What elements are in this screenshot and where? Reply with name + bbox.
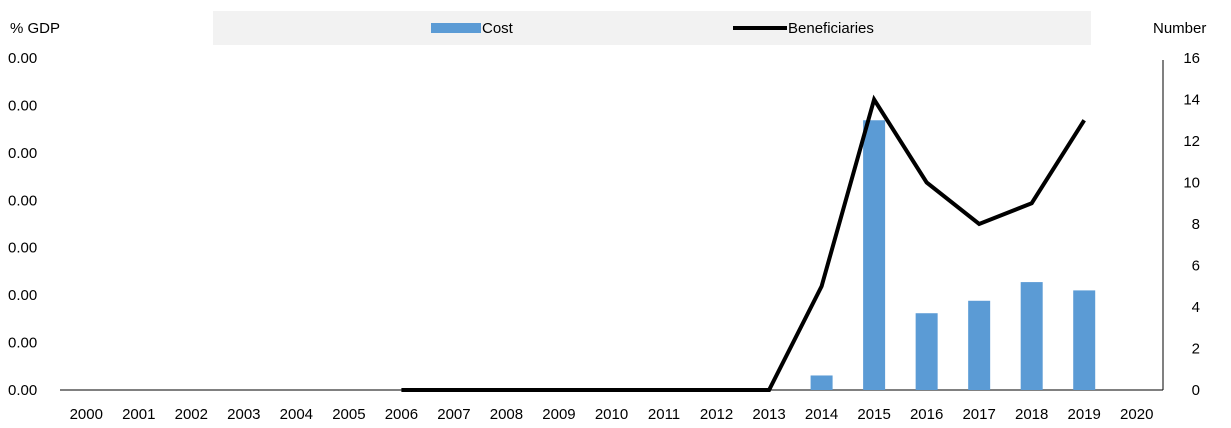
x-tick-label: 2017	[962, 406, 995, 423]
x-tick-label: 2001	[122, 406, 155, 423]
x-tick-label: 2011	[648, 406, 680, 423]
x-tick-label: 2015	[857, 406, 890, 423]
y-left-tick-label: 0.00	[8, 287, 37, 304]
y-left-tick-label: 0.00	[8, 50, 37, 67]
y-left-tick-labels: 0.00 0.00 0.00 0.00 0.00 0.00 0.00 0.00	[8, 50, 37, 399]
y-right-tick-label: 6	[1192, 258, 1200, 275]
cost-bar	[810, 375, 833, 390]
legend-box	[213, 11, 1091, 45]
y-right-tick-label: 0	[1192, 382, 1200, 399]
x-tick-label: 2013	[752, 406, 785, 423]
y-right-tick-label: 2	[1192, 341, 1200, 358]
y-left-tick-label: 0.00	[8, 97, 37, 114]
y-left-axis-label: % GDP	[10, 20, 60, 37]
x-tick-label: 2016	[910, 406, 943, 423]
legend-beneficiaries-label: Beneficiaries	[788, 20, 874, 37]
y-right-axis-label: Number	[1153, 20, 1206, 37]
x-tick-label: 2010	[595, 406, 628, 423]
x-tick-label: 2004	[280, 406, 313, 423]
x-tick-label: 2019	[1068, 406, 1101, 423]
legend-cost-label: Cost	[482, 20, 514, 37]
x-tick-label: 2014	[805, 406, 838, 423]
y-right-tick-label: 14	[1183, 92, 1200, 109]
x-tick-label: 2006	[385, 406, 418, 423]
beneficiaries-line-group	[401, 94, 1086, 392]
x-tick-label: 2003	[227, 406, 260, 423]
y-right-tick-label: 10	[1183, 175, 1200, 192]
cost-bar	[968, 300, 991, 390]
y-right-tick-label: 12	[1183, 133, 1200, 150]
cost-bar	[915, 313, 938, 390]
y-right-tick-labels: 0 2 4 6 8 10 12 14 16	[1183, 50, 1200, 399]
cost-bars	[810, 120, 1096, 390]
y-right-tick-label: 16	[1183, 50, 1200, 67]
y-left-tick-label: 0.00	[8, 192, 37, 209]
beneficiaries-line	[401, 94, 1086, 392]
cost-bar	[863, 120, 886, 390]
y-right-tick-label: 4	[1192, 299, 1200, 316]
x-tick-label: 2020	[1120, 406, 1153, 423]
x-tick-labels: 2000 2001 2002 2003 2004 2005 2006 2007 2008 2009…	[70, 406, 1154, 423]
x-tick-label: 2002	[175, 406, 208, 423]
y-left-tick-label: 0.00	[8, 335, 37, 352]
x-tick-label: 2012	[700, 406, 733, 423]
x-tick-label: 2009	[542, 406, 575, 423]
cost-bar	[1020, 282, 1043, 390]
y-right-tick-label: 8	[1192, 216, 1200, 233]
x-tick-label: 2007	[437, 406, 470, 423]
y-left-tick-label: 0.00	[8, 382, 37, 399]
x-tick-label: 2000	[70, 406, 103, 423]
x-tick-label: 2008	[490, 406, 523, 423]
y-left-tick-label: 0.00	[8, 145, 37, 162]
y-left-tick-label: 0.00	[8, 240, 37, 257]
legend-cost-swatch	[431, 23, 481, 33]
cost-bar	[1073, 290, 1096, 390]
x-tick-label: 2005	[332, 406, 365, 423]
x-tick-label: 2018	[1015, 406, 1048, 423]
